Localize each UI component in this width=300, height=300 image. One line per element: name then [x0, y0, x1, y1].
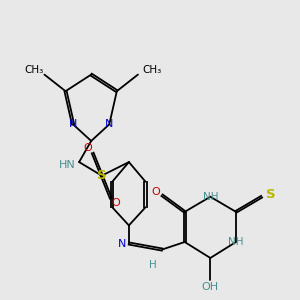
Text: S: S — [266, 188, 275, 201]
Text: H: H — [149, 260, 157, 270]
Text: O: O — [84, 143, 92, 154]
Text: N: N — [69, 119, 77, 129]
Text: O: O — [151, 187, 160, 196]
Text: CH₃: CH₃ — [24, 65, 44, 75]
Text: N: N — [105, 119, 113, 129]
Text: OH: OH — [202, 282, 219, 292]
Text: O: O — [111, 198, 120, 208]
Text: CH₃: CH₃ — [142, 65, 161, 75]
Text: NH: NH — [228, 237, 244, 247]
Text: HN: HN — [59, 160, 75, 170]
Text: N: N — [118, 238, 126, 248]
Text: NH: NH — [202, 192, 218, 202]
Text: S: S — [97, 169, 106, 182]
